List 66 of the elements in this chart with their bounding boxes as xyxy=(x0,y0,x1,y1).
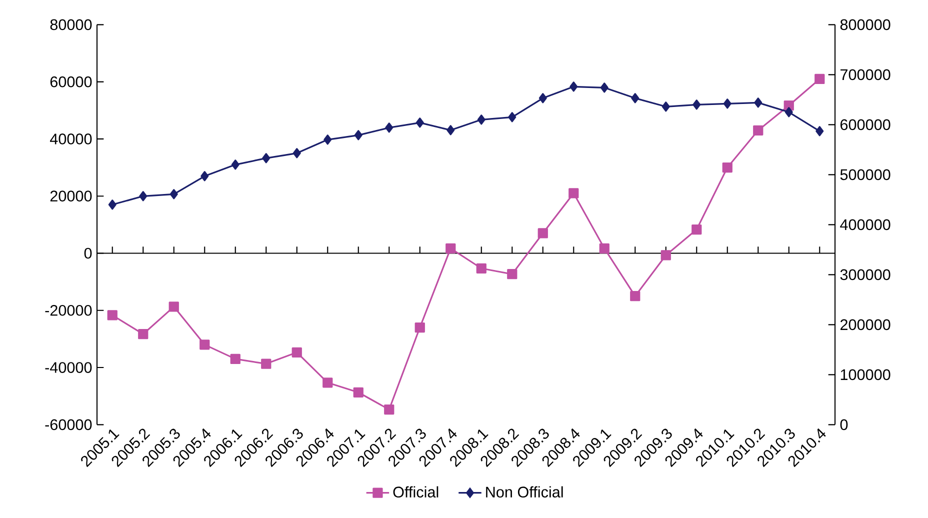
point xyxy=(508,112,516,122)
point xyxy=(816,126,824,136)
point xyxy=(630,291,640,302)
point xyxy=(753,125,764,136)
y2-tick-label: 100000 xyxy=(840,369,890,380)
point xyxy=(416,118,424,128)
point xyxy=(538,228,548,238)
y-tick-label: 80000 xyxy=(50,19,92,30)
y2-tick-label: 200000 xyxy=(840,319,890,330)
point xyxy=(476,263,486,274)
y-tick-label: 0 xyxy=(84,248,92,259)
point xyxy=(754,98,762,108)
point xyxy=(292,347,302,358)
y-tick-label: 60000 xyxy=(50,76,92,88)
point xyxy=(261,358,272,369)
point xyxy=(814,74,825,84)
point xyxy=(231,160,240,170)
y2-tick-label: 400000 xyxy=(840,219,890,230)
point xyxy=(385,122,394,133)
point xyxy=(200,171,209,182)
legend-label: Non Official xyxy=(486,486,563,498)
point xyxy=(477,114,486,125)
point xyxy=(230,354,240,364)
y2-tick-label: 0 xyxy=(840,419,848,430)
point xyxy=(384,404,394,415)
point xyxy=(723,98,732,109)
y2-tick-label: 800000 xyxy=(840,19,890,30)
legend-label: Official xyxy=(393,486,438,498)
point xyxy=(170,189,178,200)
point xyxy=(139,191,148,202)
point xyxy=(414,322,425,333)
point xyxy=(600,82,608,93)
point xyxy=(446,243,456,254)
y2-tick-label: 300000 xyxy=(840,269,890,280)
point xyxy=(784,107,793,118)
y-tick-label: -60000 xyxy=(45,419,92,430)
y-tick-label: 20000 xyxy=(50,190,92,202)
point xyxy=(168,302,179,312)
point xyxy=(631,93,640,104)
point xyxy=(324,134,332,145)
point xyxy=(322,378,333,388)
point xyxy=(568,188,579,198)
point xyxy=(692,224,702,235)
point xyxy=(138,329,148,340)
point xyxy=(660,250,671,260)
point xyxy=(507,269,518,280)
y2-tick-label: 500000 xyxy=(840,169,890,180)
point xyxy=(446,125,455,136)
point xyxy=(662,102,670,112)
point xyxy=(200,340,210,350)
y2-tick-label: 600000 xyxy=(840,119,890,130)
point xyxy=(292,148,301,158)
point xyxy=(599,243,610,254)
point xyxy=(262,153,270,164)
point xyxy=(570,82,578,92)
y-tick-label: -40000 xyxy=(45,362,92,373)
point xyxy=(538,93,547,104)
point xyxy=(353,387,364,398)
point xyxy=(108,200,116,210)
y-tick-label: -20000 xyxy=(45,304,92,316)
y-tick-label: 40000 xyxy=(50,134,92,144)
point xyxy=(107,310,118,320)
point xyxy=(722,162,732,173)
y2-tick-label: 700000 xyxy=(840,69,890,80)
point xyxy=(692,100,701,110)
point xyxy=(354,130,362,140)
